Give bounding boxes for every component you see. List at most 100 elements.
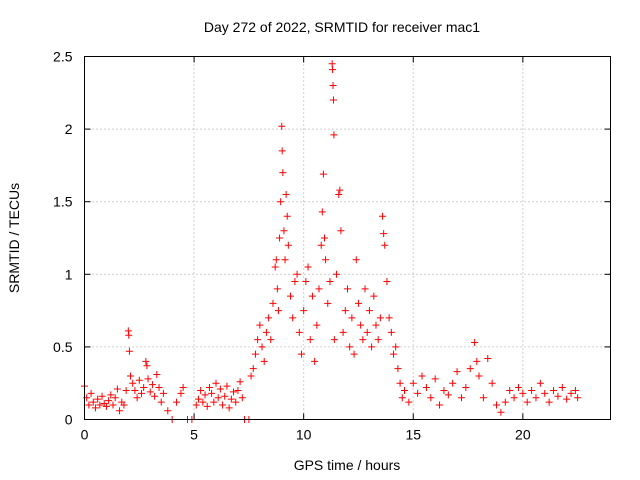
data-point (337, 227, 345, 235)
data-point (129, 379, 137, 387)
data-point (330, 336, 338, 344)
data-point (400, 386, 408, 394)
data-point (313, 321, 321, 329)
data-point (278, 147, 286, 155)
data-point (335, 190, 343, 198)
data-point (317, 241, 325, 249)
data-point (107, 391, 115, 399)
data-point (440, 386, 448, 394)
data-point (265, 314, 273, 322)
data-point (98, 392, 106, 400)
y-axis-label: SRMTID / TECUs (6, 183, 22, 293)
data-point (111, 394, 119, 402)
data-point (291, 278, 299, 286)
data-point (177, 389, 185, 397)
y-tick-label: 1.5 (53, 194, 73, 210)
data-point (113, 385, 121, 393)
data-point (376, 314, 384, 322)
data-point (120, 401, 128, 409)
data-point (280, 227, 288, 235)
data-point (359, 336, 367, 344)
data-point (392, 343, 400, 351)
data-point (179, 384, 187, 392)
data-point (379, 212, 387, 220)
data-point (225, 404, 233, 412)
data-point (319, 170, 327, 178)
data-point (234, 386, 242, 394)
data-point (473, 357, 481, 365)
data-point (497, 408, 505, 416)
data-point (164, 407, 172, 415)
data-point (199, 398, 207, 406)
y-tick-label: 0.5 (53, 339, 73, 355)
data-point (352, 256, 360, 264)
data-point (571, 386, 579, 394)
data-point (279, 169, 287, 177)
data-point (414, 389, 422, 397)
data-point (422, 384, 430, 392)
data-point (409, 379, 417, 387)
x-tick-label: 15 (405, 427, 421, 443)
x-axis-label: GPS time / hours (294, 457, 401, 473)
plot-frame (84, 56, 611, 420)
data-point (271, 263, 279, 271)
data-point (528, 386, 536, 394)
axis-ticks: 0 5 10 15 20 0 0.5 1 1.5 2 2.5 (53, 49, 611, 443)
data-point (236, 378, 244, 386)
data-point (116, 407, 124, 415)
data-point (125, 331, 133, 339)
data-point (318, 208, 326, 216)
data-point (322, 256, 330, 264)
data-point (159, 389, 167, 397)
data-point (390, 350, 398, 358)
data-point (506, 386, 514, 394)
data-point (574, 394, 582, 402)
data-point (427, 394, 435, 402)
data-point (210, 398, 218, 406)
data-point (354, 299, 362, 307)
data-point (192, 401, 200, 409)
data-point (385, 314, 393, 322)
data-point (329, 82, 337, 90)
data-point (484, 355, 492, 363)
data-points (81, 60, 582, 423)
data-point (493, 401, 501, 409)
data-point (137, 389, 145, 397)
data-point (346, 343, 354, 351)
data-point (330, 131, 338, 139)
data-point (109, 401, 117, 409)
data-point (142, 357, 150, 365)
data-point (563, 395, 571, 403)
data-point (418, 372, 426, 380)
data-point (350, 350, 358, 358)
data-point (157, 398, 165, 406)
data-point (326, 278, 334, 286)
data-point (320, 234, 328, 242)
data-point (144, 375, 152, 383)
data-point (324, 299, 332, 307)
data-point (131, 386, 139, 394)
data-point (94, 395, 102, 403)
data-point (311, 357, 319, 365)
data-point (295, 328, 303, 336)
x-tick-label: 10 (296, 427, 312, 443)
data-point (383, 278, 391, 286)
data-point (256, 321, 264, 329)
x-tick-label: 5 (190, 427, 198, 443)
data-point (284, 241, 292, 249)
data-point (381, 241, 389, 249)
data-point (223, 382, 231, 390)
data-point (208, 389, 216, 397)
data-point (363, 328, 371, 336)
data-point (197, 386, 205, 394)
data-point (216, 385, 224, 393)
data-point (89, 398, 97, 406)
data-point (394, 365, 402, 373)
data-point (372, 321, 380, 329)
data-point (194, 395, 202, 403)
data-point (274, 307, 282, 315)
data-point (277, 198, 285, 206)
data-point (462, 384, 470, 392)
data-point (105, 397, 113, 405)
